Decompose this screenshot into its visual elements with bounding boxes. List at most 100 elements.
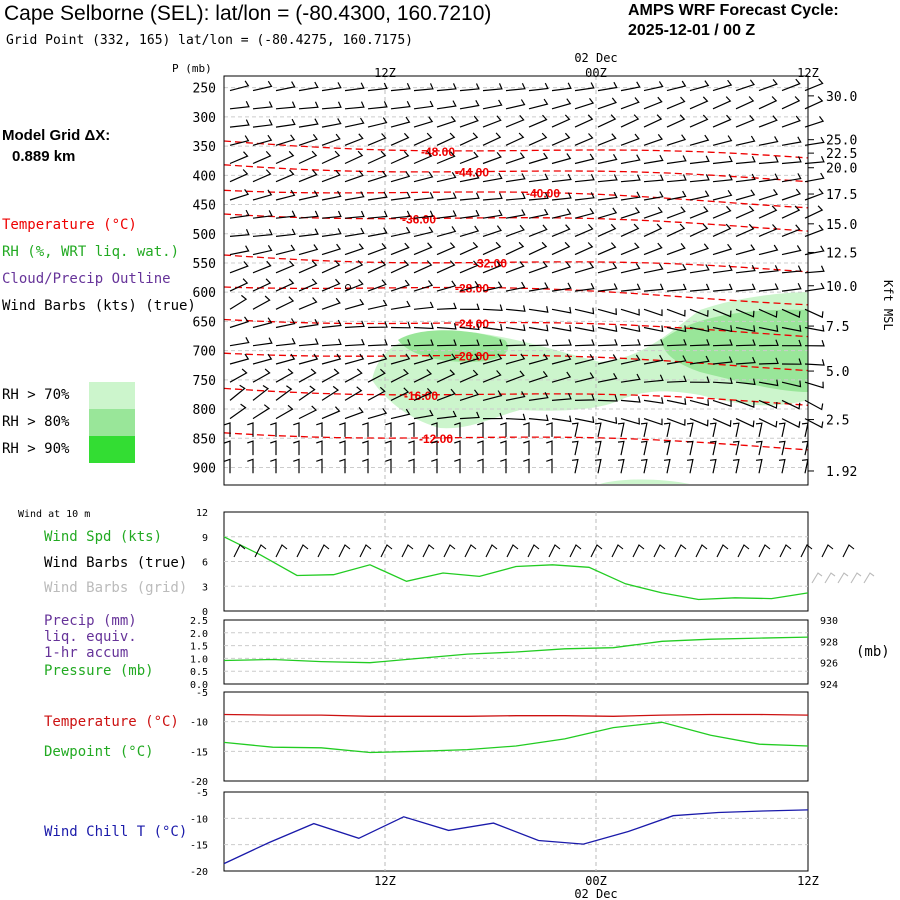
wind-barb	[620, 396, 641, 403]
temperature-contour-label: -32.00	[473, 256, 507, 270]
wind-barb	[275, 169, 295, 183]
wind-barb	[571, 422, 579, 438]
wind-barb	[459, 389, 480, 401]
wind-barb	[390, 132, 410, 146]
windchill-tick-label: -5	[196, 788, 208, 799]
height-tick-label: 15.0	[826, 218, 857, 233]
wind-barb	[390, 408, 411, 420]
wind-barb	[551, 339, 572, 347]
pressure-tick-500: 500	[193, 228, 216, 243]
wind-barb	[482, 412, 503, 420]
wind-barb	[505, 83, 526, 92]
surface-wind-barb	[779, 544, 792, 558]
wind-barb	[781, 380, 802, 388]
wind-barb	[781, 96, 801, 110]
wind-barb	[551, 371, 572, 383]
wind-barb	[321, 82, 342, 92]
surface-wind-barb	[443, 544, 456, 558]
surface-wind-barb	[590, 544, 603, 558]
wind-barb	[505, 152, 525, 165]
wind-barb	[594, 458, 602, 474]
wind-barb	[505, 209, 526, 219]
wind-barb	[597, 325, 618, 332]
wind-barb	[298, 244, 319, 256]
wind-barb	[551, 153, 572, 165]
wind-barb	[643, 308, 663, 317]
pressure-tick-400: 400	[193, 169, 216, 184]
wind-barb	[528, 132, 548, 146]
wind-barb	[275, 353, 296, 365]
wind-speed-line	[223, 536, 809, 601]
wind-barb	[344, 210, 365, 219]
legend-rh70: RH > 70%	[2, 387, 70, 403]
wind-barb	[413, 322, 434, 330]
wind-barb	[735, 418, 755, 428]
wind-barb	[431, 422, 438, 437]
wind-barb	[574, 114, 594, 128]
pressure-tick-850: 850	[193, 432, 216, 447]
wind-barb	[344, 133, 364, 146]
bottom-time-label-12z: 12Z	[374, 874, 396, 888]
wind-barb	[321, 118, 342, 128]
wind-barb	[431, 458, 438, 474]
wind-barb	[275, 318, 296, 329]
wind-barb	[229, 294, 248, 310]
height-tick-label: 22.5	[826, 147, 857, 162]
wind-barb	[247, 458, 254, 474]
wind-barb	[594, 440, 602, 456]
wind-barb	[344, 368, 363, 383]
wind-barb	[574, 207, 595, 219]
wind-barb	[229, 278, 249, 292]
wind-barb	[546, 422, 553, 437]
cross-section-frame	[223, 75, 809, 486]
wind-barb	[390, 387, 410, 401]
wind-barb	[732, 440, 740, 456]
wind-barb	[344, 260, 364, 274]
wind-barb	[597, 283, 618, 292]
wind-barb	[275, 368, 294, 383]
wind-barb	[620, 133, 640, 146]
wind-barb	[224, 458, 231, 474]
wind-barb	[321, 297, 341, 310]
wind-barb	[459, 192, 480, 201]
wind-barb	[436, 192, 457, 201]
wind-barb	[344, 298, 365, 310]
wind-barb	[528, 98, 549, 110]
temperature-contour-label: -20.00	[455, 349, 489, 363]
wind-barb	[597, 97, 617, 110]
wind-barb	[413, 387, 433, 401]
rh80-swatch	[89, 409, 135, 436]
wind-barb	[594, 422, 602, 438]
temperature-contour	[223, 352, 809, 372]
wind-barb	[758, 265, 779, 274]
wind-barb	[758, 325, 779, 332]
wind-barb	[252, 228, 273, 237]
wind-barb	[528, 192, 549, 201]
wind-barb	[528, 392, 549, 401]
wind-barb	[643, 263, 664, 274]
wind-barb	[413, 151, 433, 165]
wind-barb	[482, 192, 503, 201]
wind-barb	[316, 440, 323, 456]
wind-barb	[712, 189, 733, 201]
wind-barb	[804, 340, 825, 347]
precip-tick-label: 0.0	[190, 680, 208, 691]
wind-barb	[712, 135, 733, 146]
height-tick-label: 20.0	[826, 162, 857, 177]
legend-rh90: RH > 90%	[2, 441, 70, 457]
wind-barb	[477, 458, 484, 474]
wind-barb	[804, 418, 824, 429]
wind-barb	[367, 321, 388, 329]
wind-barb	[523, 440, 530, 456]
wind-barb	[597, 223, 617, 237]
height-tick-label: 25.0	[826, 134, 857, 149]
wind-barb	[413, 171, 434, 183]
surface-wind-barb	[842, 544, 855, 558]
wind-barb	[275, 189, 296, 201]
wind-barb	[459, 209, 480, 219]
wind-barb	[640, 440, 648, 456]
temp-tick-label: -20	[190, 777, 208, 788]
surface-wind-barb	[695, 544, 708, 558]
wind-barb	[689, 339, 710, 347]
wind-barb	[551, 306, 572, 314]
